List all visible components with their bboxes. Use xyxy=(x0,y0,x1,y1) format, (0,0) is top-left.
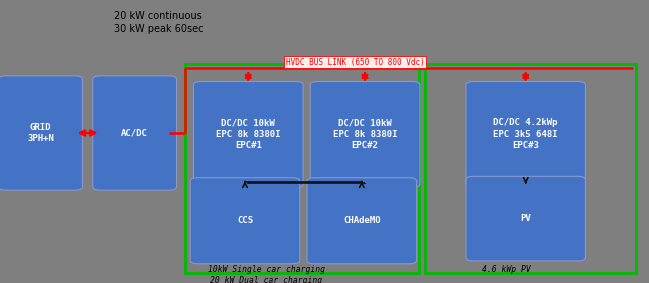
Text: AC/DC: AC/DC xyxy=(121,128,148,138)
FancyBboxPatch shape xyxy=(0,76,82,190)
Text: PV: PV xyxy=(520,214,531,223)
Text: HVDC BUS LINK (650 TO 800 Vdc): HVDC BUS LINK (650 TO 800 Vdc) xyxy=(286,58,424,67)
Text: 10kW Single car charging
20 kW Dual car charging: 10kW Single car charging 20 kW Dual car … xyxy=(208,265,324,283)
Bar xyxy=(185,64,419,273)
Text: CHAdeMO: CHAdeMO xyxy=(343,216,380,225)
Text: DC/DC 10kW
EPC 8k 8380I
EPC#1: DC/DC 10kW EPC 8k 8380I EPC#1 xyxy=(216,119,280,150)
Text: DC/DC 10kW
EPC 8k 8380I
EPC#2: DC/DC 10kW EPC 8k 8380I EPC#2 xyxy=(333,119,397,150)
FancyBboxPatch shape xyxy=(190,178,300,264)
Text: DC/DC 4.2kWp
EPC 3k5 648I
EPC#3: DC/DC 4.2kWp EPC 3k5 648I EPC#3 xyxy=(493,119,558,150)
Text: GRID
3PH+N: GRID 3PH+N xyxy=(27,123,54,143)
Bar xyxy=(425,64,636,273)
FancyBboxPatch shape xyxy=(307,178,417,264)
Text: 4.6 kWp PV: 4.6 kWp PV xyxy=(482,265,531,274)
FancyBboxPatch shape xyxy=(93,76,177,190)
FancyBboxPatch shape xyxy=(466,82,585,187)
Text: 20 kW continuous
30 kW peak 60sec: 20 kW continuous 30 kW peak 60sec xyxy=(114,11,203,34)
FancyBboxPatch shape xyxy=(193,82,303,187)
FancyBboxPatch shape xyxy=(466,176,585,261)
Text: CCS: CCS xyxy=(237,216,253,225)
FancyBboxPatch shape xyxy=(310,82,420,187)
